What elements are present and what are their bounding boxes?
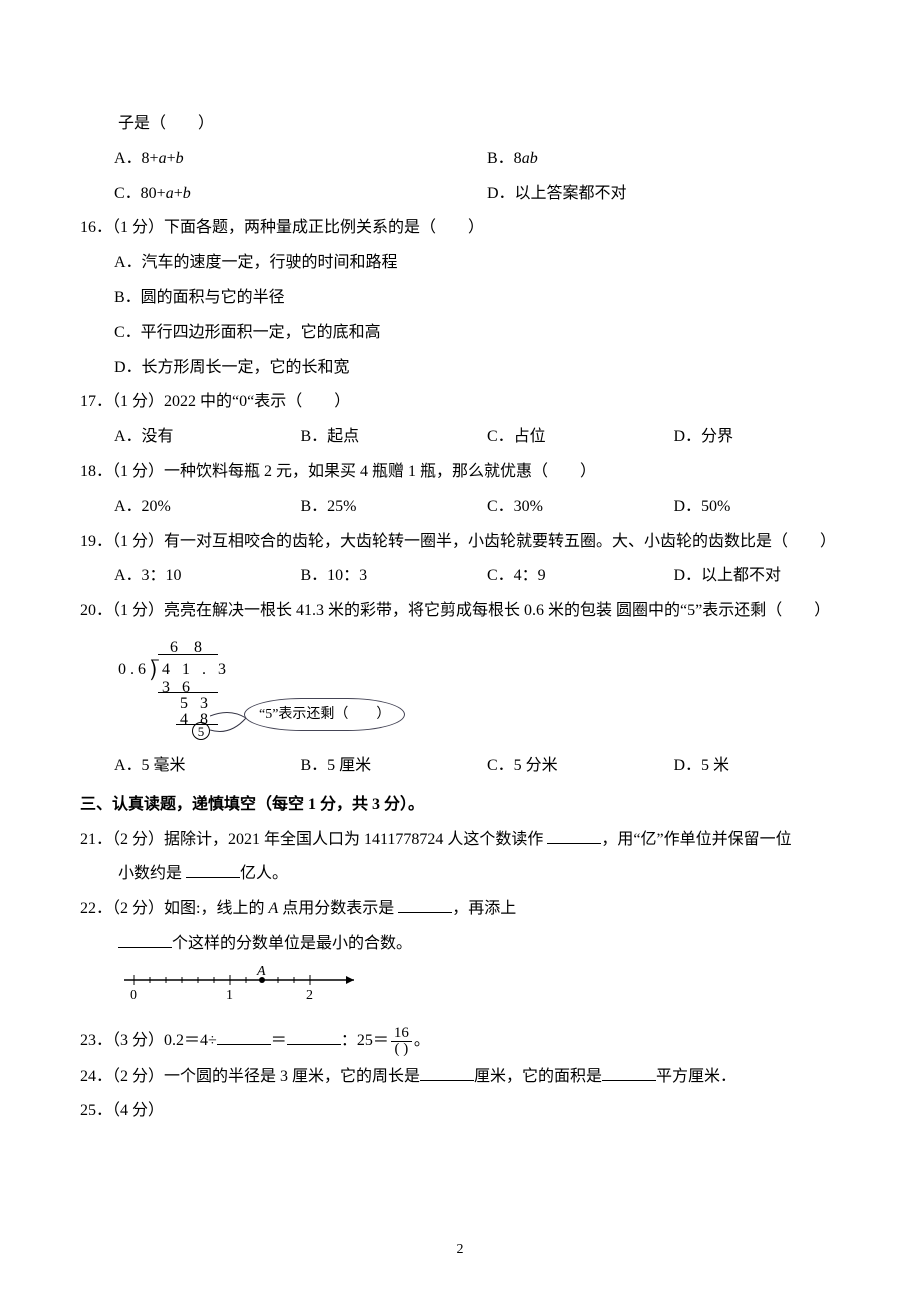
q17-text: 17．（1 分）2022 中的“0“表示（ ） (80, 388, 860, 417)
q15-a-var-a: a (159, 150, 167, 167)
blank (287, 1029, 341, 1045)
blank (420, 1065, 474, 1081)
numline-label-a: A (256, 965, 266, 979)
blank (186, 862, 240, 878)
q23-line: 23．（3 分）0.2＝4÷ ＝ ：25＝16( )。 (80, 1026, 860, 1057)
q21-p1: 21．（2 分）据除计，2021 年全国人口为 1411778724 人这个数读… (80, 831, 547, 848)
q15-b-var-ab: ab (522, 150, 538, 167)
q23-p1: 23．（3 分）0.2＝4÷ (80, 1032, 217, 1049)
q15-tail: 子是（ ） (80, 110, 860, 139)
q16-opt-d: D．长方形周长一定，它的长和宽 (114, 354, 860, 383)
q18-text: 18．（1 分）一种饮料每瓶 2 元，如果买 4 瓶赠 1 瓶，那么就优惠（ ） (80, 458, 860, 487)
longdiv-remainder-circle: 5 (192, 722, 210, 740)
longdiv-bar1 (158, 654, 218, 655)
bubble-text: “5”表示还剩（ ） (244, 698, 405, 731)
q15-b-pre: B．8 (487, 150, 522, 167)
q22-p3: 个这样的分数单位是最小的合数。 (172, 935, 412, 952)
q22-line2: 个这样的分数单位是最小的合数。 (80, 930, 860, 959)
blank (547, 828, 601, 844)
q23-p2: ＝ (271, 1032, 287, 1049)
frac-den: ( ) (391, 1042, 412, 1057)
q20-opt-a: A．5 毫米 (114, 752, 301, 781)
page-number: 2 (0, 1237, 920, 1262)
q16-opt-b: B．圆的面积与它的半径 (114, 284, 860, 313)
q20-opt-d: D．5 米 (674, 752, 861, 781)
q22-numberline: 0 1 A 2 (114, 965, 860, 1016)
q17-opt-d: D．分界 (674, 423, 861, 452)
q18-opt-b: B．25% (301, 493, 488, 522)
q15-opt-a: A．8+a+b (114, 145, 487, 174)
q24-p1: 24．（2 分）一个圆的半径是 3 厘米，它的周长是 (80, 1068, 420, 1085)
q22-p2: ，再添上 (452, 900, 516, 917)
q15-c-var-a: a (166, 185, 174, 202)
q15-c-var-b: b (183, 185, 191, 202)
q22-p1: 22．（2 分）如图:，线上的 (80, 900, 268, 917)
q15-opt-b: B．8ab (487, 145, 860, 174)
q16-opt-c: C．平行四边形面积一定，它的底和高 (114, 319, 860, 348)
q23-fraction: 16( ) (391, 1026, 412, 1057)
q15-opts-row1: A．8+a+b B．8ab (80, 145, 860, 174)
q22-line1: 22．（2 分）如图:，线上的 A 点用分数表示是 ，再添上 (80, 895, 860, 924)
q22-p1b: 点用分数表示是 (278, 900, 398, 917)
numline-label-1: 1 (226, 988, 233, 1003)
q15-c-plus: + (174, 185, 183, 202)
q17-opt-a: A．没有 (114, 423, 301, 452)
q15-opts-row2: C．80+a+b D．以上答案都不对 (80, 180, 860, 209)
q23-p3: ：25＝ (341, 1032, 389, 1049)
section3-title: 三、认真读题，递慎填空（每空 1 分，共 3 分）。 (80, 791, 860, 820)
q15-a-plus: + (167, 150, 176, 167)
q25-text: 25．（4 分） (80, 1097, 860, 1126)
q20-opt-b: B．5 厘米 (301, 752, 488, 781)
blank (118, 932, 172, 948)
q24-p3: 平方厘米． (656, 1068, 736, 1085)
q22-a: A (268, 900, 278, 917)
q16-text: 16．（1 分）下面各题，两种量成正比例关系的是（ ） (80, 214, 860, 243)
blank (602, 1065, 656, 1081)
q23-p4: 。 (414, 1032, 430, 1049)
q18-opt-c: C．30% (487, 493, 674, 522)
numline-label-0: 0 (130, 988, 137, 1003)
q18-opt-d: D．50% (674, 493, 861, 522)
q19-opt-b: B．10：3 (301, 562, 488, 591)
q15-c-pre: C．80+ (114, 185, 166, 202)
q15-a-var-b: b (176, 150, 184, 167)
q16-opt-a: A．汽车的速度一定，行驶的时间和路程 (114, 249, 860, 278)
q17-opts: A．没有 B．起点 C．占位 D．分界 (80, 423, 860, 452)
q19-opts: A．3：10 B．10：3 C．4：9 D．以上都不对 (80, 562, 860, 591)
longdiv-divisor: 0 . 6 (118, 656, 146, 685)
q16-opts: A．汽车的速度一定，行驶的时间和路程 B．圆的面积与它的半径 C．平行四边形面积… (80, 249, 860, 382)
blank (217, 1029, 271, 1045)
q17-opt-b: B．起点 (301, 423, 488, 452)
q19-opt-a: A．3：10 (114, 562, 301, 591)
q15-a-pre: A．8+ (114, 150, 159, 167)
q24-p2: 厘米，它的面积是 (474, 1068, 602, 1085)
q20-text: 20．（1 分）亮亮在解决一根长 41.3 米的彩带，将它剪成每根长 0.6 米… (80, 597, 860, 626)
frac-num: 16 (391, 1026, 412, 1042)
q21-line1: 21．（2 分）据除计，2021 年全国人口为 1411778724 人这个数读… (80, 826, 860, 855)
q17-opt-c: C．占位 (487, 423, 674, 452)
q15-opt-d: D．以上答案都不对 (487, 180, 860, 209)
q21-p3: 小数约是 (118, 865, 186, 882)
q19-opt-d: D．以上都不对 (674, 562, 861, 591)
longdiv-bubble: “5”表示还剩（ ） (244, 698, 405, 731)
q21-p4: 亿人。 (240, 865, 288, 882)
longdiv-bracket-icon: ⟌ (150, 652, 159, 692)
numberline-svg: 0 1 A 2 (114, 965, 374, 1005)
q15-opt-c: C．80+a+b (114, 180, 487, 209)
numline-label-2: 2 (306, 988, 313, 1003)
q24-line: 24．（2 分）一个圆的半径是 3 厘米，它的周长是 厘米，它的面积是 平方厘米． (80, 1063, 860, 1092)
q19-opt-c: C．4：9 (487, 562, 674, 591)
q21-p2: ，用“亿”作单位并保留一位 (601, 831, 791, 848)
q19-text: 19．（1 分）有一对互相咬合的齿轮，大齿轮转一圈半，小齿轮就要转五圈。大、小齿… (80, 528, 860, 557)
q20-opts: A．5 毫米 B．5 厘米 C．5 分米 D．5 米 (80, 752, 860, 781)
q20-opt-c: C．5 分米 (487, 752, 674, 781)
q21-line2: 小数约是 亿人。 (80, 860, 860, 889)
blank (398, 897, 452, 913)
q20-longdiv: 6 8 0 . 6 ⟌ 4 1 . 3 3 6 5 3 4 8 5 “5”表示还… (114, 634, 434, 744)
q18-opts: A．20% B．25% C．30% D．50% (80, 493, 860, 522)
q18-opt-a: A．20% (114, 493, 301, 522)
